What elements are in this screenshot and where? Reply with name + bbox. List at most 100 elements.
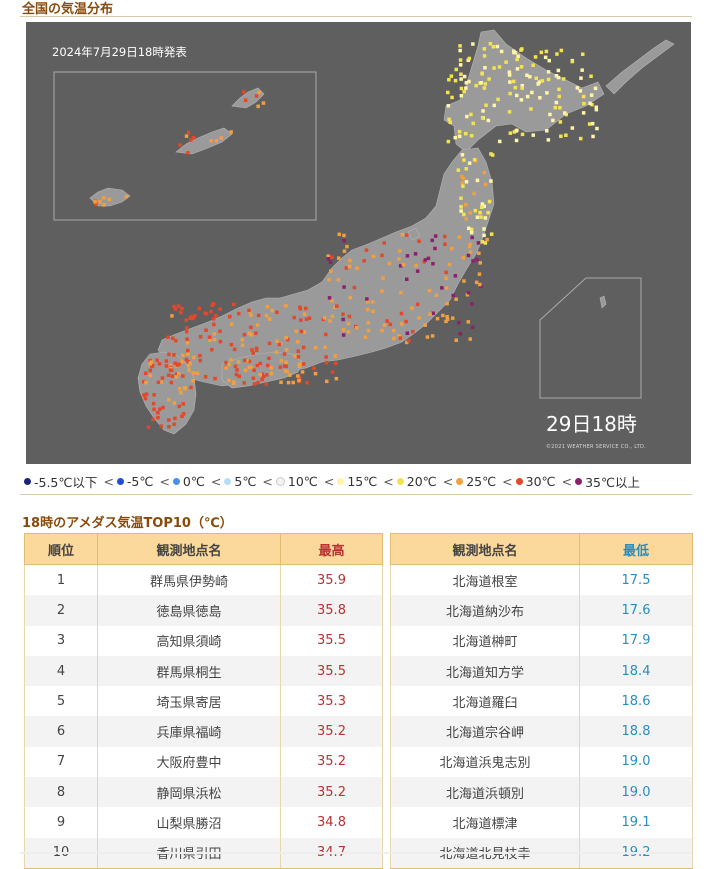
observation-dot [484, 103, 488, 107]
observation-dot [471, 259, 475, 263]
observation-dot [146, 425, 151, 429]
observation-dot [371, 254, 376, 259]
observation-dot [171, 336, 175, 340]
observation-dot [478, 261, 482, 265]
observation-dot [451, 316, 455, 320]
observation-dot [342, 285, 346, 289]
observation-dot [558, 106, 562, 110]
high-value-cell: 35.3 [280, 686, 383, 717]
observation-dot [218, 329, 222, 333]
observation-dot [475, 257, 479, 262]
table-row: 北海道知方学 18.4 [390, 655, 693, 687]
observation-dot [313, 371, 318, 376]
observation-dot [267, 341, 272, 346]
observation-dot [458, 332, 462, 336]
station-header: 観測地点名 [390, 533, 580, 565]
observation-dot [243, 368, 248, 372]
observation-dot [301, 362, 306, 366]
observation-dot [445, 315, 449, 319]
observation-dot [252, 382, 257, 386]
observation-dot [336, 278, 341, 282]
observation-dot [461, 176, 466, 181]
observation-dot [212, 337, 217, 342]
observation-dot [269, 371, 274, 376]
observation-dot [236, 360, 241, 364]
observation-dot [245, 359, 249, 363]
observation-dot [184, 326, 189, 330]
observation-dot [405, 340, 409, 345]
observation-dot [431, 311, 435, 315]
observation-dot [538, 96, 542, 100]
observation-dot [515, 93, 519, 98]
high-value-cell: 35.5 [280, 625, 383, 656]
legend-label: 5℃ [234, 473, 257, 489]
observation-dot [348, 258, 352, 263]
observation-dot [433, 234, 438, 238]
observation-dot [482, 47, 487, 51]
observation-dot [251, 351, 255, 355]
observation-dot [454, 338, 458, 342]
observation-dot [483, 82, 488, 86]
observation-dot [415, 269, 420, 273]
observation-dot [285, 369, 289, 374]
table-row: 9 山梨県勝沼 34.8 [24, 807, 383, 838]
station-cell: 北海道標津 [390, 807, 580, 838]
observation-dot [581, 111, 586, 115]
legend-label: 25℃ [466, 473, 497, 489]
observation-dot [149, 360, 154, 364]
observation-dot [197, 306, 201, 311]
legend-item: 0℃ [172, 474, 205, 489]
observation-dot [466, 291, 471, 295]
legend-color-dot [396, 477, 404, 485]
observation-dot [155, 358, 159, 362]
okinawa-inset-frame [53, 71, 317, 221]
observation-dot [475, 178, 480, 183]
observation-dot [267, 317, 272, 321]
observation-dot [335, 304, 339, 308]
observation-dot [579, 136, 583, 141]
table-row: 北海道浜頓別 19.0 [390, 777, 693, 808]
legend-label: 20℃ [406, 473, 437, 489]
rank-cell: 1 [24, 564, 98, 596]
low-value-cell: 19.0 [579, 746, 693, 778]
observation-dot [489, 179, 493, 183]
observation-dot [459, 86, 464, 91]
observation-dot [547, 58, 551, 63]
observation-dot [479, 81, 483, 85]
observation-dot [515, 67, 520, 71]
observation-dot [456, 168, 461, 172]
observation-dot [159, 424, 163, 428]
observation-dot [467, 161, 472, 165]
observation-dot [457, 235, 462, 239]
observation-dot [342, 233, 346, 238]
observation-dot [242, 90, 246, 94]
observation-dot [172, 401, 176, 405]
observation-dot [392, 328, 396, 333]
observation-dot [324, 332, 328, 337]
observation-dot [507, 110, 512, 114]
rank-cell: 5 [24, 686, 98, 717]
observation-dot [469, 227, 474, 232]
observation-dot [243, 358, 247, 363]
observation-dot [341, 328, 346, 332]
observation-dot [480, 116, 485, 120]
observation-dot [453, 274, 458, 278]
observation-dot [575, 86, 580, 90]
observation-dot [151, 363, 155, 368]
observation-dot [164, 364, 169, 368]
observation-dot [531, 63, 535, 67]
observation-dot [497, 65, 502, 69]
observation-dot [427, 288, 432, 293]
observation-dot [207, 335, 212, 339]
observation-dot [483, 66, 487, 70]
observation-dot [446, 90, 450, 95]
observation-dot [459, 196, 463, 200]
observation-dot [451, 293, 455, 298]
observation-dot [302, 312, 307, 316]
observation-dot [435, 316, 440, 321]
observation-dot [174, 375, 179, 379]
observation-dot [180, 306, 184, 311]
observation-dot [580, 68, 584, 72]
table-row: 6 兵庫県福崎 35.2 [24, 716, 383, 747]
observation-dot [208, 338, 212, 342]
